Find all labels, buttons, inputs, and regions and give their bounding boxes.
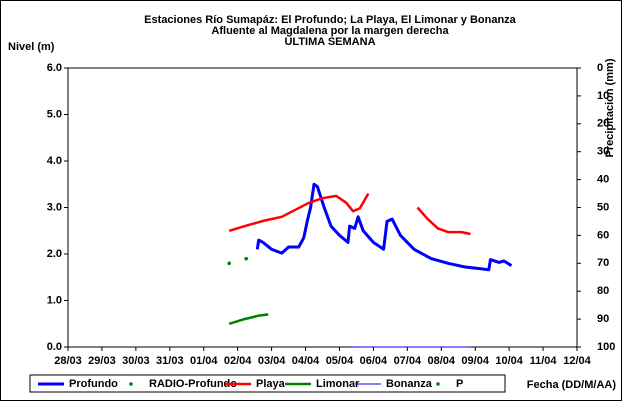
chart-subtitle: Afluente al Magdalena por la margen dere… (211, 25, 449, 37)
x-tick-label: 05/04 (326, 355, 354, 367)
legend-label: RADIO-Profundo (149, 378, 237, 390)
y-tick-label: 5.0 (47, 108, 62, 120)
x-axis-label: Fecha (DD/M/AA) (527, 379, 617, 391)
series-line (416, 206, 471, 236)
x-tick-label: 09/04 (461, 355, 489, 367)
x-tick-label: 08/04 (428, 355, 456, 367)
x-tick-label: 04/04 (292, 355, 320, 367)
legend-label: Playa (256, 378, 286, 390)
y2-tick-label: 80 (597, 285, 609, 297)
x-tick-label: 01/04 (190, 355, 218, 367)
chart-subtitle: ULTIMA SEMANA (284, 36, 375, 48)
y-tick-label: 3.0 (47, 201, 62, 213)
legend-swatch (436, 382, 440, 386)
y2-tick-label: 40 (597, 174, 609, 186)
data-point (244, 256, 248, 261)
y2-tick-label: 70 (597, 257, 609, 269)
y-tick-label: 0.0 (47, 341, 62, 353)
x-tick-label: 03/04 (258, 355, 286, 367)
y2-tick-label: 30 (597, 146, 609, 158)
x-tick-label: 07/04 (394, 355, 422, 367)
legend-label: Bonanza (386, 378, 433, 390)
legend-swatch (129, 382, 133, 386)
y2-tick-label: 50 (597, 201, 609, 213)
legend-label: Profundo (69, 378, 118, 390)
legend (29, 374, 506, 393)
y-tick-label: 2.0 (47, 248, 62, 260)
legend-label: Limonar (316, 378, 360, 390)
series-line (255, 182, 513, 272)
chart-title: Estaciones Río Sumapáz: El Profundo; La … (144, 14, 517, 26)
y2-tick-label: 90 (597, 313, 609, 325)
y2-tick-label: 10 (597, 90, 609, 102)
y2-tick-label: 100 (597, 341, 615, 353)
y2-axis-label: Precipitacion (mm) (604, 58, 616, 157)
x-tick-label: 28/03 (54, 355, 82, 367)
y2-tick-label: 60 (597, 229, 609, 241)
y-axis-label: Nivel (m) (8, 41, 55, 53)
x-tick-label: 12/04 (563, 355, 591, 367)
x-tick-label: 29/03 (88, 355, 116, 367)
x-tick-label: 31/03 (156, 355, 184, 367)
y-tick-label: 4.0 (47, 155, 62, 167)
x-tick-label: 11/04 (530, 355, 558, 367)
x-tick-label: 02/04 (224, 355, 252, 367)
series-line (228, 313, 269, 325)
legend-label: P (456, 378, 463, 390)
x-tick-label: 10/04 (495, 355, 523, 367)
data-point (227, 261, 231, 266)
y-tick-label: 1.0 (47, 294, 62, 306)
y-tick-label: 6.0 (47, 62, 62, 74)
y2-tick-label: 0 (597, 62, 603, 74)
x-tick-label: 30/03 (122, 355, 150, 367)
y2-tick-label: 20 (597, 118, 609, 130)
x-tick-label: 06/04 (360, 355, 388, 367)
series-line (228, 192, 370, 232)
